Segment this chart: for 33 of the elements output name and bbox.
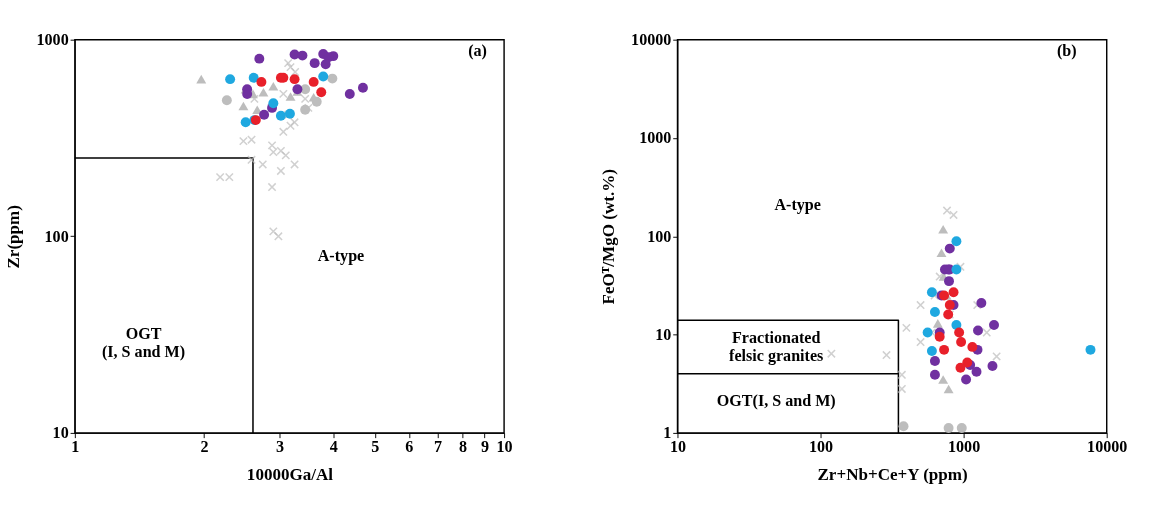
y-tick-label: 10000 xyxy=(631,30,672,48)
annotation: Fractionated felsic granites xyxy=(729,329,824,366)
y-axis-title: Zr(ppm) xyxy=(4,205,24,269)
x-tick-label: 8 xyxy=(458,438,467,456)
annotation: OGT (I, S and M) xyxy=(101,325,186,362)
x-tick-label: 10 xyxy=(669,438,687,456)
annotation: A-type xyxy=(317,246,365,265)
x-tick-label: 9 xyxy=(480,438,489,456)
annotation: OGT(I, S and M) xyxy=(716,392,836,411)
x-tick-label: 5 xyxy=(371,438,380,456)
x-tick-label: 10000 xyxy=(1087,438,1128,456)
x-tick-label: 3 xyxy=(276,438,285,456)
x-tick-label: 7 xyxy=(434,438,443,456)
x-tick-label: 10 xyxy=(496,438,513,456)
x-tick-label: 2 xyxy=(200,438,209,456)
y-tick-label: 10 xyxy=(52,424,69,442)
annotation: (a) xyxy=(468,42,487,61)
y-tick-label: 1000 xyxy=(639,129,672,147)
y-tick-label: 1 xyxy=(663,424,672,442)
annotation: A-type xyxy=(774,195,821,214)
x-tick-label: 6 xyxy=(405,438,414,456)
x-tick-label: 1000 xyxy=(948,438,981,456)
x-tick-label: 1 xyxy=(71,438,80,456)
y-axis-title: FeOᵀ/MgO (wt.%) xyxy=(599,169,619,305)
y-tick-label: 100 xyxy=(44,227,69,245)
x-axis-title: Zr+Nb+Ce+Y (ppm) xyxy=(817,464,968,484)
y-tick-label: 1000 xyxy=(36,30,69,48)
x-tick-label: 100 xyxy=(808,438,834,456)
x-tick-label: 4 xyxy=(329,438,338,456)
x-axis-title: 10000Ga/Al xyxy=(246,464,334,484)
y-tick-label: 100 xyxy=(647,227,672,245)
annotation: (b) xyxy=(1057,42,1077,61)
y-tick-label: 10 xyxy=(655,325,672,343)
